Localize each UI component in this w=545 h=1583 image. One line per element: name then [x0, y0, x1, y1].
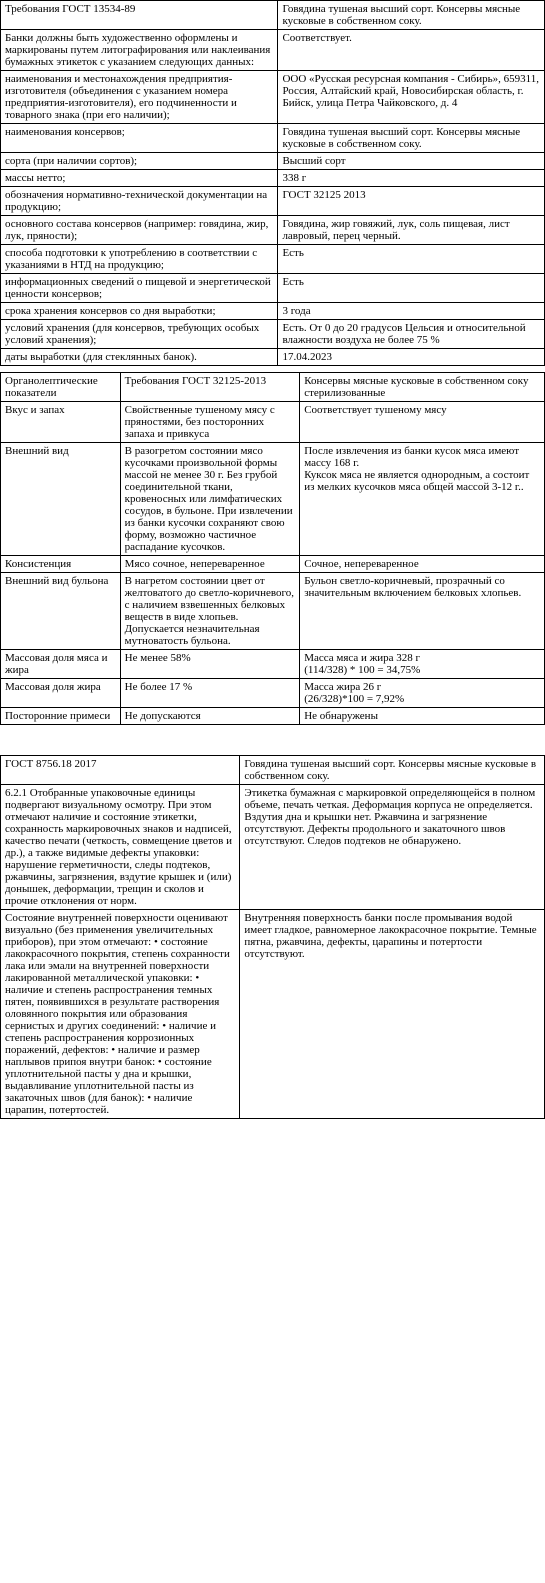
- table-cell: ГОСТ 32125 2013: [278, 187, 545, 216]
- table-row: 6.2.1 Отобранные упаковочные единицы под…: [1, 785, 545, 910]
- table-row: срока хранения консервов со дня выработк…: [1, 303, 545, 320]
- table-cell: Требования ГОСТ 13534-89: [1, 1, 278, 30]
- table-cell: Есть: [278, 274, 545, 303]
- table-row: Посторонние примесиНе допускаютсяНе обна…: [1, 708, 545, 725]
- table-cell: Консистенция: [1, 556, 121, 573]
- table-cell: Посторонние примеси: [1, 708, 121, 725]
- table-cell: Не допускаются: [120, 708, 300, 725]
- table-row: Состояние внутренней поверхности оценива…: [1, 910, 545, 1119]
- table-cell: Не менее 58%: [120, 650, 300, 679]
- table-cell: Внутренняя поверхность банки после промы…: [240, 910, 545, 1119]
- table-row: Массовая доля жираНе более 17 %Масса жир…: [1, 679, 545, 708]
- table-cell: Внешний вид: [1, 443, 121, 556]
- table-row: Внешний вид бульонаВ нагретом состоянии …: [1, 573, 545, 650]
- table-cell: Высший сорт: [278, 153, 545, 170]
- table-row: сорта (при наличии сортов);Высший сорт: [1, 153, 545, 170]
- table-cell: наименования консервов;: [1, 124, 278, 153]
- table-row: массы нетто;338 г: [1, 170, 545, 187]
- table-cell: Масса мяса и жира 328 г(114/328) * 100 =…: [300, 650, 545, 679]
- table-cell: обозначения нормативно-технической докум…: [1, 187, 278, 216]
- table-cell: сорта (при наличии сортов);: [1, 153, 278, 170]
- table-cell: Говядина тушеная высший сорт. Консервы м…: [278, 124, 545, 153]
- table-row: ГОСТ 8756.18 2017Говядина тушеная высший…: [1, 756, 545, 785]
- table-row: Массовая доля мяса и жираНе менее 58%Мас…: [1, 650, 545, 679]
- table-row: даты выработки (для стеклянных банок).17…: [1, 349, 545, 366]
- table-cell: Состояние внутренней поверхности оценива…: [1, 910, 240, 1119]
- table-row: условий хранения (для консервов, требующ…: [1, 320, 545, 349]
- table-cell: Есть: [278, 245, 545, 274]
- table-row: КонсистенцияМясо сочное, непереваренноеС…: [1, 556, 545, 573]
- table-cell: Мясо сочное, непереваренное: [120, 556, 300, 573]
- table-row: основного состава консервов (например: г…: [1, 216, 545, 245]
- table-cell: способа подготовки к употреблению в соот…: [1, 245, 278, 274]
- table-row: обозначения нормативно-технической докум…: [1, 187, 545, 216]
- table-cell: срока хранения консервов со дня выработк…: [1, 303, 278, 320]
- table-cell: Бульон светло-коричневый, прозрачный со …: [300, 573, 545, 650]
- table-row: Банки должны быть художественно оформлен…: [1, 30, 545, 71]
- table-row: наименования и местонахождения предприят…: [1, 71, 545, 124]
- table-cell: условий хранения (для консервов, требующ…: [1, 320, 278, 349]
- table-cell: 3 года: [278, 303, 545, 320]
- table-cell: 6.2.1 Отобранные упаковочные единицы под…: [1, 785, 240, 910]
- table-cell: ГОСТ 8756.18 2017: [1, 756, 240, 785]
- table-gost-8756: ГОСТ 8756.18 2017Говядина тушеная высший…: [0, 755, 545, 1119]
- table-cell: Вкус и запах: [1, 402, 121, 443]
- table-cell: Этикетка бумажная с маркировкой определя…: [240, 785, 545, 910]
- table-cell: Сочное, непереваренное: [300, 556, 545, 573]
- table-cell: Массовая доля жира: [1, 679, 121, 708]
- table-cell: основного состава консервов (например: г…: [1, 216, 278, 245]
- table-cell: ООО «Русская ресурсная компания - Сибирь…: [278, 71, 545, 124]
- table-cell: Банки должны быть художественно оформлен…: [1, 30, 278, 71]
- table-cell: Есть. От 0 до 20 градусов Цельсия и отно…: [278, 320, 545, 349]
- table-cell: массы нетто;: [1, 170, 278, 187]
- table-cell: После извлечения из банки кусок мяса име…: [300, 443, 545, 556]
- table-row: Органолептические показателиТребования Г…: [1, 373, 545, 402]
- table-organoleptic: Органолептические показателиТребования Г…: [0, 372, 545, 725]
- table-cell: Говядина тушеная высший сорт. Консервы м…: [278, 1, 545, 30]
- table-row: способа подготовки к употреблению в соот…: [1, 245, 545, 274]
- table-cell: 338 г: [278, 170, 545, 187]
- table-row: информационных сведений о пищевой и энер…: [1, 274, 545, 303]
- table-row: Внешний видВ разогретом состоянии мясо к…: [1, 443, 545, 556]
- table-row: наименования консервов;Говядина тушеная …: [1, 124, 545, 153]
- table-cell: Свойственные тушеному мясу с пряностями,…: [120, 402, 300, 443]
- table-cell: Говядина тушеная высший сорт. Консервы м…: [240, 756, 545, 785]
- table-cell: В нагретом состоянии цвет от желтоватого…: [120, 573, 300, 650]
- table-cell: Соответствует.: [278, 30, 545, 71]
- table-cell: Говядина, жир говяжий, лук, соль пищевая…: [278, 216, 545, 245]
- table-cell: В разогретом состоянии мясо кусочками пр…: [120, 443, 300, 556]
- table-cell: Масса жира 26 г(26/328)*100 = 7,92%: [300, 679, 545, 708]
- table-cell: Не обнаружены: [300, 708, 545, 725]
- table-cell: Соответствует тушеному мясу: [300, 402, 545, 443]
- table-cell: Органолептические показатели: [1, 373, 121, 402]
- table-cell: наименования и местонахождения предприят…: [1, 71, 278, 124]
- table-cell: информационных сведений о пищевой и энер…: [1, 274, 278, 303]
- table-cell: Массовая доля мяса и жира: [1, 650, 121, 679]
- table-gost-13534: Требования ГОСТ 13534-89Говядина тушеная…: [0, 0, 545, 366]
- table-cell: Требования ГОСТ 32125-2013: [120, 373, 300, 402]
- table-cell: Консервы мясные кусковые в собственном с…: [300, 373, 545, 402]
- table-cell: Не более 17 %: [120, 679, 300, 708]
- table-row: Требования ГОСТ 13534-89Говядина тушеная…: [1, 1, 545, 30]
- table-row: Вкус и запахСвойственные тушеному мясу с…: [1, 402, 545, 443]
- table-cell: даты выработки (для стеклянных банок).: [1, 349, 278, 366]
- table-cell: 17.04.2023: [278, 349, 545, 366]
- table-cell: Внешний вид бульона: [1, 573, 121, 650]
